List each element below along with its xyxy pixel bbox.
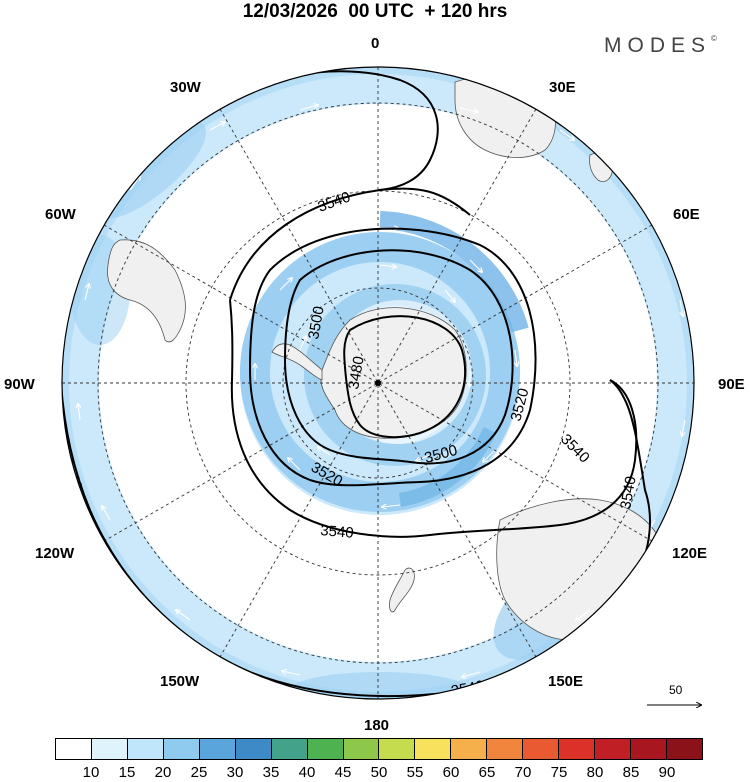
lon-label-120w: 120W bbox=[35, 545, 75, 562]
lon-label-90e: 90E bbox=[718, 376, 745, 393]
colorbar-cell bbox=[559, 739, 596, 759]
colorbar-cell bbox=[56, 739, 92, 759]
lon-label-150w: 150W bbox=[160, 673, 200, 690]
copyright-mark: © bbox=[711, 34, 717, 43]
lon-label-180: 180 bbox=[364, 717, 390, 734]
brand-text: MODES bbox=[604, 34, 712, 57]
contour-label: 3540 bbox=[617, 475, 640, 511]
colorbar-cell bbox=[271, 739, 308, 759]
lon-label-30w: 30W bbox=[170, 79, 201, 96]
contour-3520 bbox=[248, 227, 537, 487]
colorbar bbox=[55, 738, 703, 760]
lon-label-0: 0 bbox=[371, 35, 380, 52]
lon-label-60w: 60W bbox=[45, 206, 76, 223]
reference-vector-label: 50 bbox=[669, 683, 683, 697]
colorbar-cell bbox=[163, 739, 200, 759]
graticule bbox=[62, 67, 694, 699]
colorbar-tick-label: 30 bbox=[226, 764, 244, 781]
lon-label-30e: 30E bbox=[549, 79, 576, 96]
colorbar-cell bbox=[307, 739, 344, 759]
lon-label-150e: 150E bbox=[548, 673, 584, 690]
colorbar-cell bbox=[595, 739, 631, 759]
colorbar-cell bbox=[379, 739, 416, 759]
colorbar-cell bbox=[451, 739, 488, 759]
colorbar-tick-label: 75 bbox=[550, 764, 568, 781]
polar-map: 3540 3500 3480 3520 3500 3520 3540 3540 … bbox=[61, 66, 695, 700]
colorbar-cell bbox=[343, 739, 380, 759]
colorbar-cell bbox=[127, 739, 164, 759]
contour-label: 3540 bbox=[320, 522, 355, 542]
colorbar-tick-label: 45 bbox=[334, 764, 352, 781]
colorbar-tick-label: 60 bbox=[442, 764, 460, 781]
colorbar-tick-label: 85 bbox=[622, 764, 640, 781]
australia bbox=[496, 498, 662, 641]
map-border bbox=[61, 66, 695, 700]
wind-vectors bbox=[78, 105, 685, 677]
colorbar-cell bbox=[199, 739, 236, 759]
colorbar-cell bbox=[91, 739, 128, 759]
colorbar-tick-label: 35 bbox=[262, 764, 280, 781]
colorbar-cell bbox=[523, 739, 560, 759]
colorbar-tick-label: 65 bbox=[478, 764, 496, 781]
modes-logo: MODES© bbox=[604, 34, 717, 58]
colorbar-tick-label: 50 bbox=[370, 764, 388, 781]
colorbar-cell bbox=[631, 739, 667, 759]
lon-label-60e: 60E bbox=[673, 206, 700, 223]
contour-3540-inner bbox=[229, 187, 638, 538]
colorbar-tick-label: 55 bbox=[406, 764, 424, 781]
colorbar-tick-label: 40 bbox=[298, 764, 316, 781]
new-zealand bbox=[389, 567, 415, 613]
colorbar-cell bbox=[235, 739, 272, 759]
colorbar-tick-label: 70 bbox=[514, 764, 532, 781]
colorbar-cell bbox=[666, 739, 702, 759]
colorbar-tick-label: 10 bbox=[82, 764, 100, 781]
contour-3500 bbox=[283, 249, 514, 465]
colorbar-tick-label: 15 bbox=[118, 764, 136, 781]
map-title: 12/03/2026 00 UTC + 120 hrs bbox=[242, 1, 508, 22]
colorbar-tick-label: 25 bbox=[190, 764, 208, 781]
south-pole-marker bbox=[375, 380, 381, 386]
lon-label-90w: 90W bbox=[4, 376, 35, 393]
lon-label-120e: 120E bbox=[672, 545, 708, 562]
map-disc: 3540 3500 3480 3520 3500 3520 3540 3540 … bbox=[62, 67, 694, 699]
contour-label: 3480 bbox=[345, 355, 368, 391]
reference-vector: 50 bbox=[645, 683, 705, 713]
colorbar-cell bbox=[415, 739, 452, 759]
colorbar-tick-label: 80 bbox=[586, 764, 604, 781]
colorbar-cell bbox=[487, 739, 524, 759]
contour-3480 bbox=[343, 315, 467, 439]
colorbar-tick-label: 90 bbox=[658, 764, 676, 781]
south-america bbox=[107, 239, 186, 343]
contour-label: 3500 bbox=[305, 305, 328, 341]
colorbar-tick-label: 20 bbox=[154, 764, 172, 781]
